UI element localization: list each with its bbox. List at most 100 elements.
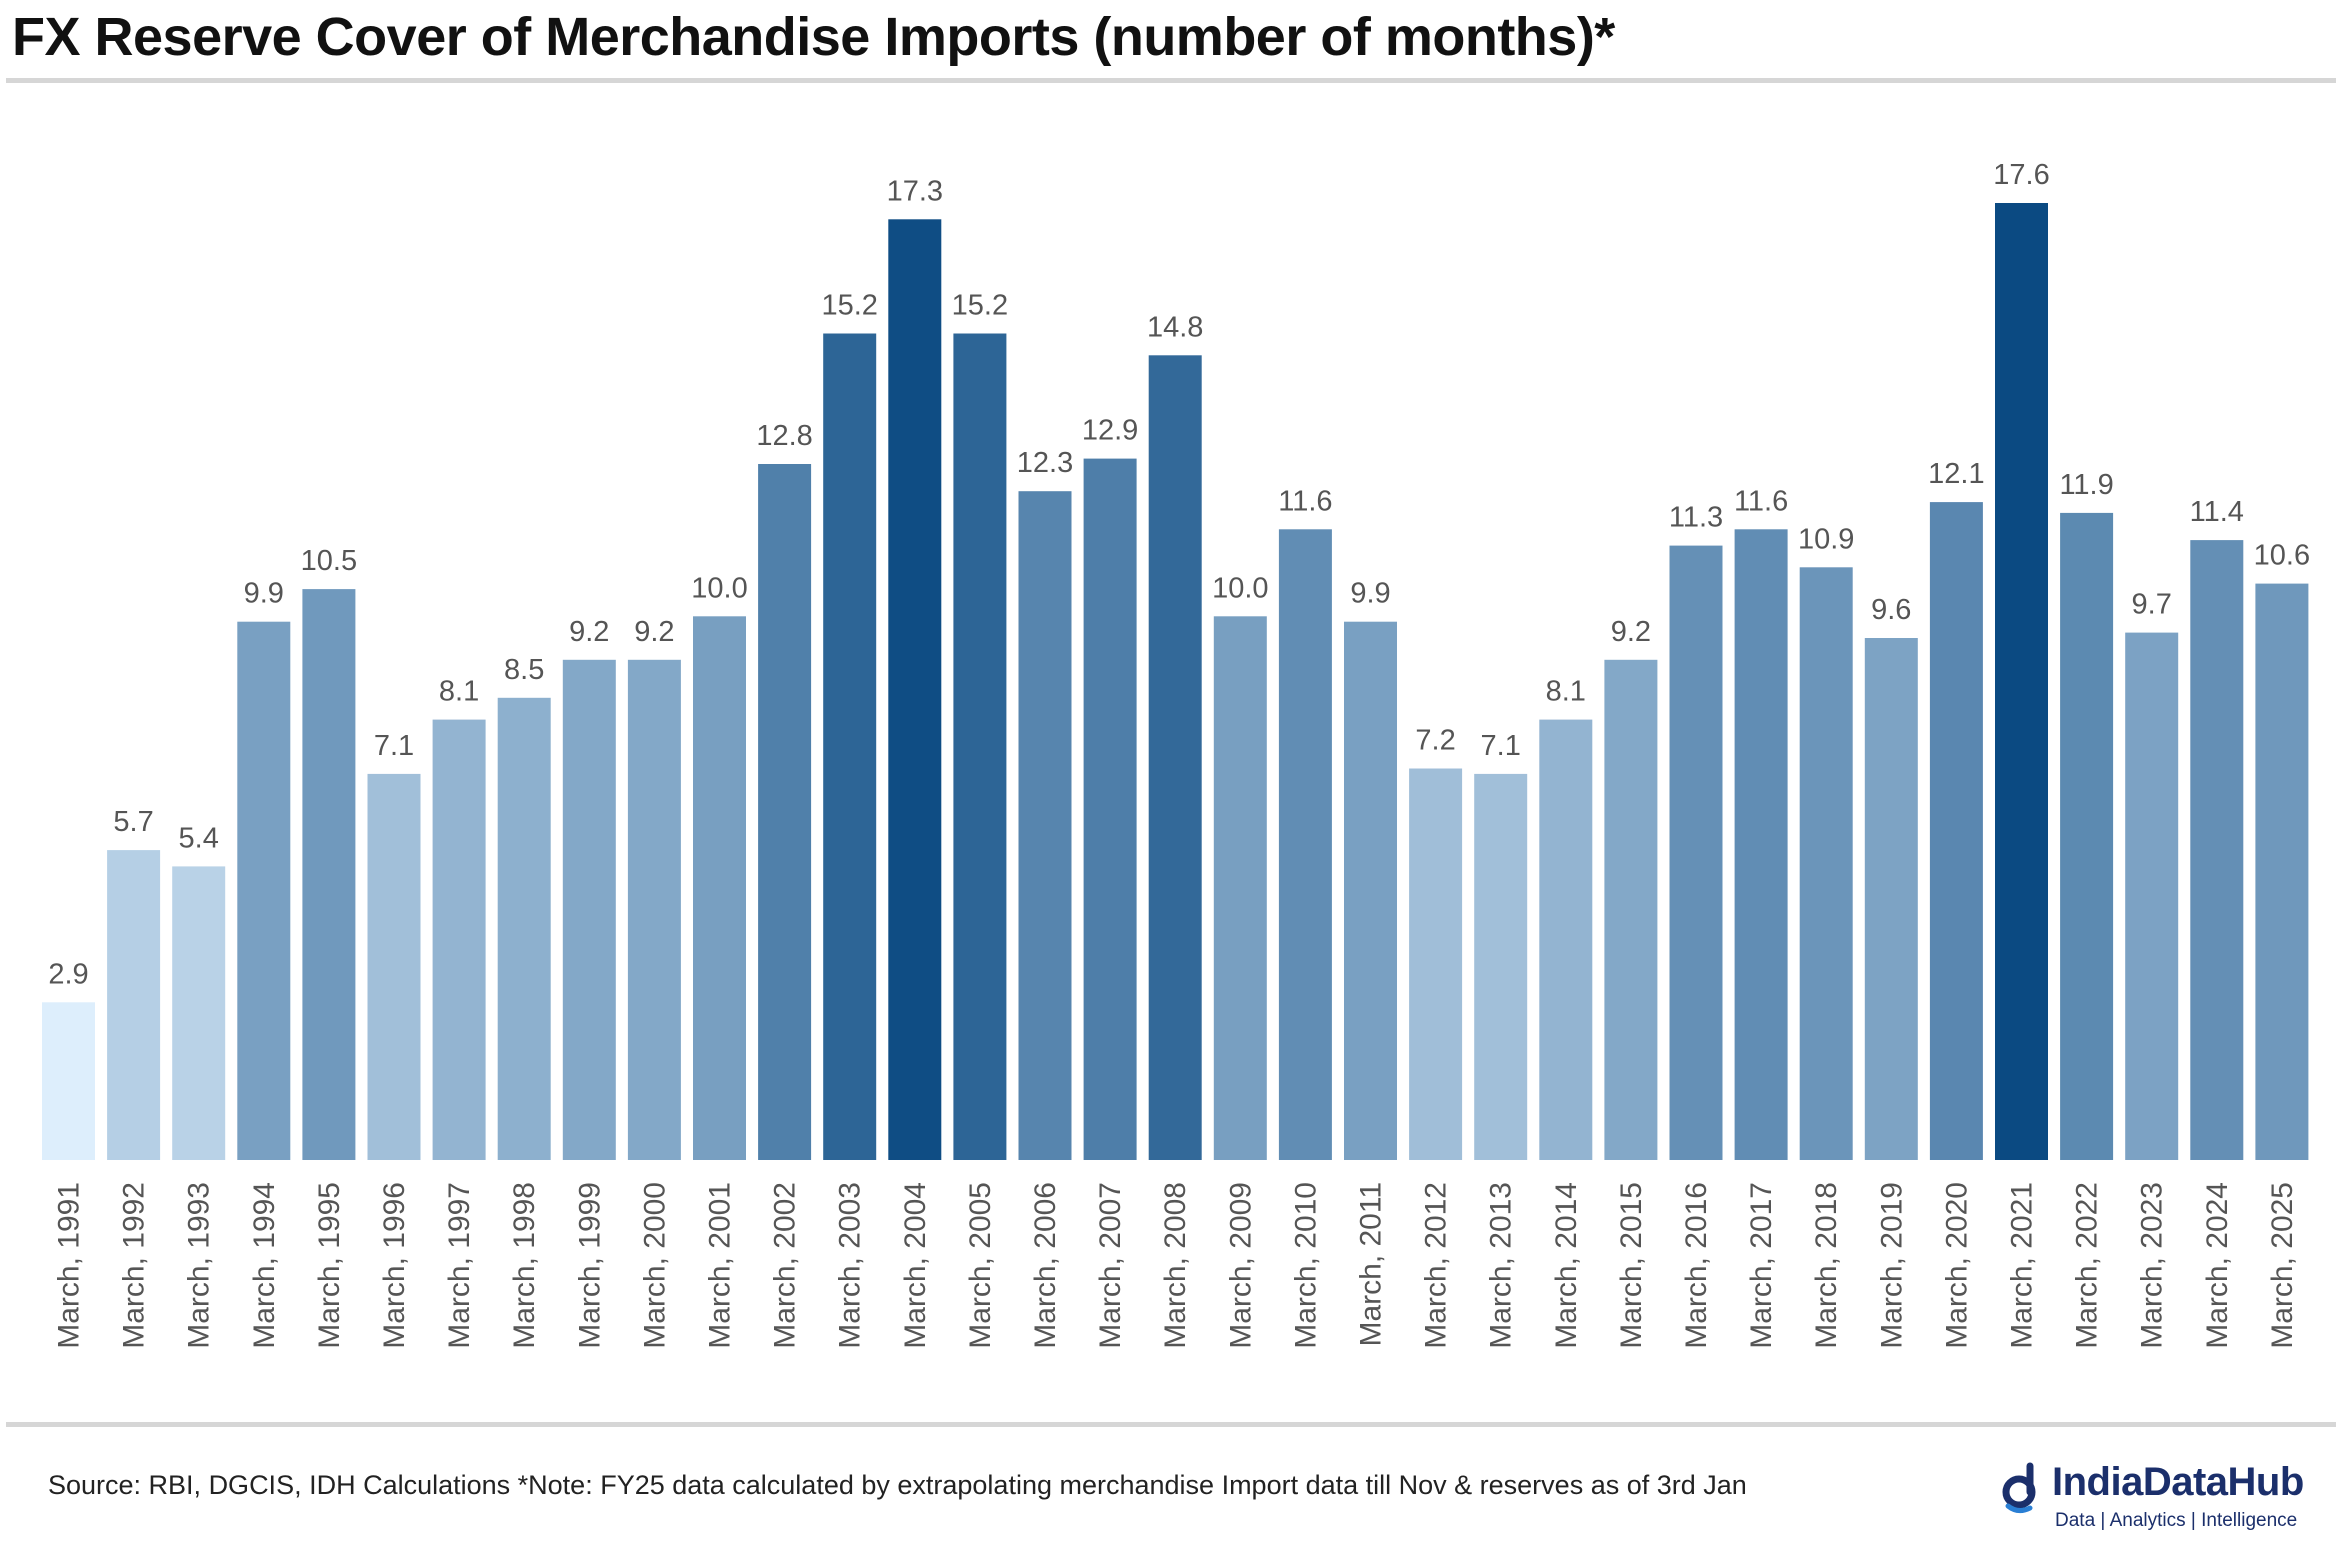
data-label: 12.1 [1928,458,1984,490]
data-label: 9.9 [1350,578,1390,610]
category-label: March, 2004 [899,1182,932,1349]
bar [953,333,1007,1160]
data-label: 2.9 [48,958,88,990]
category-label: March, 2024 [2201,1182,2234,1349]
bar [42,1002,95,1160]
bar [627,659,681,1160]
data-label: 5.4 [179,822,219,854]
bar [237,621,291,1160]
category-label: March, 1993 [183,1182,216,1349]
bar [2125,632,2179,1160]
bar [562,659,616,1160]
data-label: 11.6 [1278,485,1332,517]
category-label: March, 2019 [1875,1182,1908,1349]
category-label: March, 1994 [248,1182,281,1349]
indiadatahub-logo-icon [2002,1462,2036,1514]
category-label: March, 2016 [1680,1182,1713,1349]
bar [1148,355,1202,1160]
category-label: March, 2005 [964,1182,997,1349]
category-label: March, 2006 [1029,1182,1062,1349]
bar [1669,545,1723,1160]
bar [1604,659,1658,1160]
category-label: March, 1996 [378,1182,411,1349]
bar [888,219,942,1161]
bar [823,333,877,1160]
source-note: Source: RBI, DGCIS, IDH Calculations *No… [48,1470,1747,1500]
category-label: March, 2008 [1159,1182,1192,1349]
bars-group [42,203,2309,1161]
data-label: 9.2 [634,616,674,648]
value-labels-group: 2.9 5.7 5.4 9.9 10.5 7.1 8.1 8.5 9.2 9.2 10.0 12.8 1… [48,159,2310,990]
bar [172,866,226,1160]
category-label: March, 2003 [834,1182,867,1349]
data-label: 15.2 [821,290,877,322]
data-label: 8.1 [1546,676,1586,708]
bar [1083,458,1137,1161]
category-label: March, 1998 [508,1182,541,1349]
data-label: 8.1 [439,676,479,708]
bar [497,697,551,1160]
bar [107,850,161,1160]
category-label: March, 2002 [769,1182,802,1349]
bar [1474,773,1528,1160]
bar-chart: 2.9 5.7 5.4 9.9 10.5 7.1 8.1 8.5 9.2 9.2 10.0 12.8 1… [42,159,2310,1349]
category-label: March, 1992 [118,1182,151,1349]
data-label: 12.9 [1082,415,1138,447]
category-label: March, 2012 [1420,1182,1453,1349]
bar [367,773,421,1160]
brand-logo: IndiaDataHub Data | Analytics | Intellig… [2000,1460,2330,1535]
bottom-divider [6,1422,2336,1427]
data-label: 5.7 [113,806,153,838]
data-label: 12.8 [756,420,812,452]
bar [2255,583,2309,1160]
category-label: March, 2022 [2071,1182,2104,1349]
bar [2060,512,2114,1160]
category-label: March, 1995 [313,1182,346,1349]
category-label: March, 2023 [2136,1182,2169,1349]
category-label: March, 2018 [1810,1182,1843,1349]
category-label: March, 2014 [1550,1182,1583,1349]
category-label: March, 2001 [704,1182,737,1349]
category-label: March, 1997 [443,1182,476,1349]
category-label: March, 2011 [1355,1182,1388,1347]
category-label: March, 2000 [638,1182,671,1349]
data-label: 11.6 [1734,485,1788,517]
bar [1995,203,2048,1160]
data-label: 10.0 [1212,572,1268,604]
data-label: 12.3 [1017,447,1073,479]
category-label: March, 2010 [1289,1182,1322,1349]
bar [1344,621,1397,1160]
bar [1799,567,1853,1160]
data-label: 14.8 [1147,311,1203,343]
bar [1864,638,1918,1160]
data-label: 8.5 [504,654,544,686]
data-label: 15.2 [952,290,1008,322]
bar [302,589,356,1160]
category-labels-group: March, 1991 March, 1992 March, 1993 March, … [53,1182,2299,1349]
category-label: March, 2013 [1485,1182,1518,1349]
category-label: March, 2015 [1615,1182,1648,1349]
bar [1734,529,1788,1160]
data-label: 10.6 [2254,540,2310,572]
category-label: March, 2025 [2266,1182,2299,1349]
top-divider [6,78,2336,83]
category-label: March, 1991 [53,1182,86,1349]
bar [693,616,746,1160]
category-label: March, 2009 [1224,1182,1257,1349]
data-label: 11.3 [1669,502,1723,534]
bar [1409,768,1463,1160]
bar [1213,616,1267,1160]
bar [1018,491,1072,1160]
data-label: 11.9 [2059,469,2113,501]
data-label: 10.9 [1798,523,1854,555]
data-label: 10.0 [691,572,747,604]
data-label: 9.9 [244,578,284,610]
data-label: 7.2 [1415,725,1455,757]
bar [1278,529,1332,1160]
data-label: 7.1 [1481,730,1521,762]
bar [758,464,812,1160]
data-label: 11.4 [2190,496,2244,528]
data-label: 9.2 [569,616,609,648]
bar [2190,540,2244,1160]
category-label: March, 2021 [2006,1182,2039,1349]
